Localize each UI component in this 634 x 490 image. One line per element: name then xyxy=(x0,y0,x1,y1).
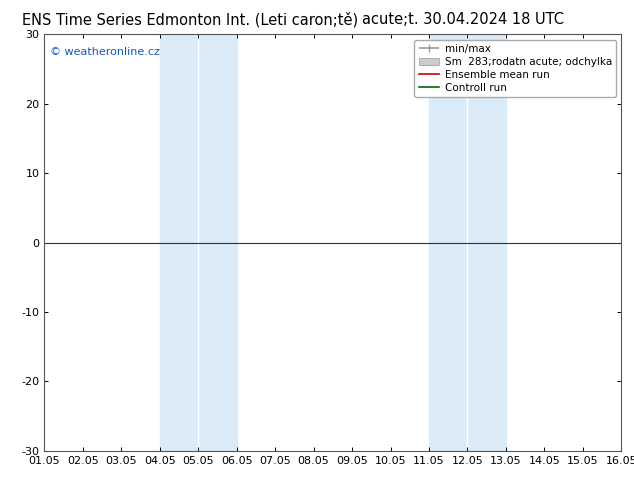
Text: acute;t. 30.04.2024 18 UTC: acute;t. 30.04.2024 18 UTC xyxy=(362,12,564,27)
Text: ENS Time Series Edmonton Int. (Leti caron;tě): ENS Time Series Edmonton Int. (Leti caro… xyxy=(22,12,358,28)
Bar xyxy=(160,34,236,451)
Bar xyxy=(429,34,506,451)
Text: © weatheronline.cz: © weatheronline.cz xyxy=(50,47,160,57)
Legend: min/max, Sm  283;rodatn acute; odchylka, Ensemble mean run, Controll run: min/max, Sm 283;rodatn acute; odchylka, … xyxy=(415,40,616,97)
